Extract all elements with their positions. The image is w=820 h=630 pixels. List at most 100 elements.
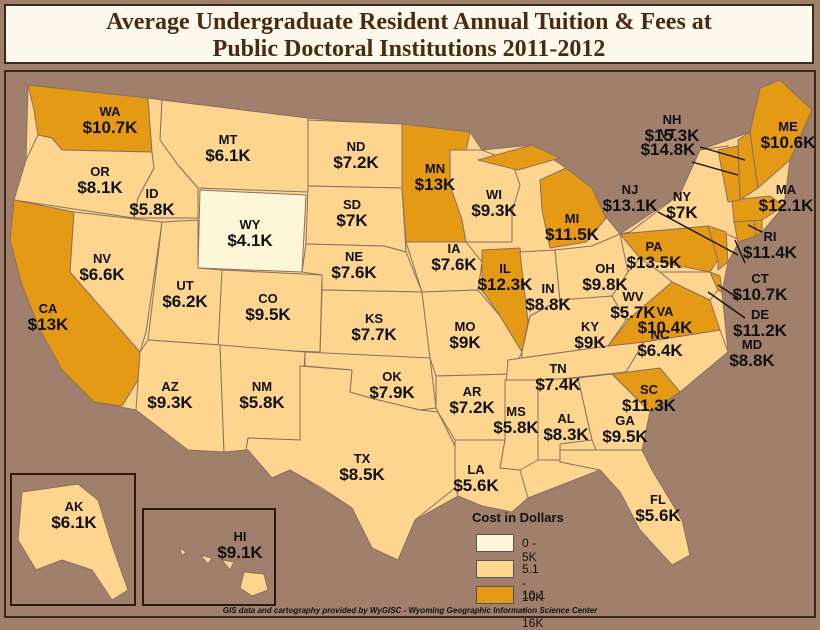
state-value-al: $8.3K bbox=[543, 425, 589, 444]
legend-swatch-mid bbox=[476, 560, 514, 578]
state-abbr-ny: NY bbox=[672, 189, 692, 204]
state-value-sc: $11.3K bbox=[622, 396, 676, 415]
state-me bbox=[749, 79, 813, 189]
map-title: Average Undergraduate Resident Annual Tu… bbox=[4, 4, 814, 64]
state-value-nh: $15.3K bbox=[644, 126, 700, 145]
leader-line-nj bbox=[657, 211, 739, 256]
label-leader-lines bbox=[657, 146, 763, 319]
state-value-wv: $5.7K bbox=[610, 303, 656, 322]
state-value-ct: $10.7K bbox=[732, 285, 788, 304]
state-value-il: $12.3K bbox=[477, 275, 533, 294]
state-hi bbox=[179, 547, 269, 597]
state-value-me: $10.6K bbox=[760, 133, 816, 152]
leader-line-de bbox=[717, 284, 739, 299]
state-abbr-tx: TX bbox=[353, 451, 371, 466]
state-label-ok: OK $7.9K bbox=[369, 370, 414, 401]
state-value-wa: $10.7K bbox=[82, 118, 138, 137]
state-abbr-ms: MS bbox=[506, 404, 526, 419]
state-label-id: ID $5.8K bbox=[129, 187, 174, 218]
alaska-inset bbox=[10, 473, 136, 606]
state-value-id: $5.8K bbox=[129, 200, 175, 219]
state-label-mt: MT $6.1K bbox=[205, 133, 250, 164]
state-abbr-sc: SC bbox=[639, 382, 659, 397]
state-value-hi: $9.1K bbox=[217, 543, 263, 562]
state-value-fl: $5.6K bbox=[635, 506, 681, 525]
state-value-wi: $9.3K bbox=[471, 201, 517, 220]
state-label-mi: MI $11.5K bbox=[545, 212, 599, 243]
state-value-mt: $6.1K bbox=[205, 146, 251, 165]
state-ma bbox=[731, 195, 785, 223]
map-title-line-1: Average Undergraduate Resident Annual Tu… bbox=[106, 9, 712, 35]
state-label-wv: WV $5.7K bbox=[610, 290, 655, 321]
state-abbr-la: LA bbox=[467, 462, 485, 477]
state-abbr-ky: KY bbox=[580, 319, 600, 334]
hawaii-inset bbox=[142, 508, 276, 606]
state-label-ms: MS $5.8K bbox=[493, 405, 538, 436]
state-abbr-wa: WA bbox=[99, 104, 121, 119]
state-abbr-ia: IA bbox=[447, 241, 461, 256]
state-abbr-mn: MN bbox=[424, 161, 446, 176]
state-label-il: IL $12.3K bbox=[478, 262, 533, 293]
leader-line-ri bbox=[747, 224, 763, 233]
state-value-la: $5.6K bbox=[453, 476, 499, 495]
state-value-in: $8.8K bbox=[525, 295, 571, 314]
state-label-ks: KS $7.7K bbox=[351, 312, 396, 343]
state-label-nc: NC $6.4K bbox=[637, 328, 682, 359]
state-label-wi: WI $9.3K bbox=[471, 188, 516, 219]
state-ak bbox=[17, 483, 129, 601]
state-label-nj: NJ $13.1K bbox=[603, 183, 658, 214]
state-label-ia: IA $7.6K bbox=[431, 242, 476, 273]
state-value-ga: $9.5K bbox=[602, 427, 648, 446]
state-abbr-nm: NM bbox=[251, 379, 273, 394]
state-abbr-mo: MO bbox=[454, 319, 476, 334]
state-value-ny: $7K bbox=[666, 203, 698, 222]
map-title-line-2: Public Doctoral Institutions 2011-2012 bbox=[212, 36, 606, 62]
state-value-nv: $6.6K bbox=[79, 265, 125, 284]
state-abbr-ok: OK bbox=[382, 369, 402, 384]
state-label-pa: PA $13.5K bbox=[627, 240, 682, 271]
state-value-nd: $7.2K bbox=[333, 153, 379, 172]
state-value-wy: $4.1K bbox=[227, 231, 273, 250]
state-abbr-co: CO bbox=[258, 291, 278, 306]
legend: Cost in Dollars 0 - 5K 5.1 - 10K 10.1 - … bbox=[472, 510, 622, 630]
state-mt bbox=[159, 99, 309, 193]
state-abbr-nh: NH bbox=[662, 112, 682, 127]
state-abbr-hi: HI bbox=[233, 529, 247, 544]
state-value-ky: $9K bbox=[574, 333, 606, 352]
state-abbr-md: MD bbox=[741, 337, 763, 352]
state-label-vt: VT $14.8K bbox=[641, 127, 696, 158]
state-value-or: $8.1K bbox=[77, 178, 123, 197]
state-value-ri: $11.4K bbox=[743, 243, 797, 262]
state-value-ma: $12.1K bbox=[758, 196, 814, 215]
state-value-ks: $7.7K bbox=[351, 325, 397, 344]
state-ia bbox=[405, 241, 483, 293]
state-value-sd: $7K bbox=[336, 211, 368, 230]
state-abbr-ct: CT bbox=[751, 271, 769, 286]
state-value-nm: $5.8K bbox=[239, 393, 285, 412]
state-value-ak: $6.1K bbox=[51, 513, 97, 532]
state-abbr-tn: TN bbox=[549, 361, 567, 376]
state-label-sd: SD $7K bbox=[336, 198, 367, 229]
state-label-tx: TX $8.5K bbox=[339, 452, 384, 483]
state-abbr-nc: NC bbox=[650, 327, 670, 342]
state-nj bbox=[707, 225, 729, 271]
state-label-ky: KY $9K bbox=[574, 320, 605, 351]
legend-label-low: 0 - 5K bbox=[522, 536, 537, 564]
state-abbr-mi: MI bbox=[564, 211, 580, 226]
leader-line-vt bbox=[691, 161, 739, 176]
state-label-nm: NM $5.8K bbox=[239, 380, 284, 411]
state-value-mo: $9K bbox=[449, 333, 481, 352]
leader-line-ct bbox=[734, 239, 746, 264]
state-fl bbox=[559, 449, 691, 566]
state-abbr-or: OR bbox=[90, 164, 110, 179]
state-label-ri: RI $11.4K bbox=[743, 230, 797, 261]
state-abbr-ri: RI bbox=[763, 229, 777, 244]
state-abbr-sd: SD bbox=[342, 197, 362, 212]
state-label-wy: WY $4.1K bbox=[227, 218, 272, 249]
state-value-tx: $8.5K bbox=[339, 465, 385, 484]
state-label-ar: AR $7.2K bbox=[449, 385, 494, 416]
legend-swatch-high bbox=[476, 586, 514, 604]
state-value-mi: $11.5K bbox=[545, 225, 599, 244]
state-abbr-fl: FL bbox=[650, 492, 666, 507]
